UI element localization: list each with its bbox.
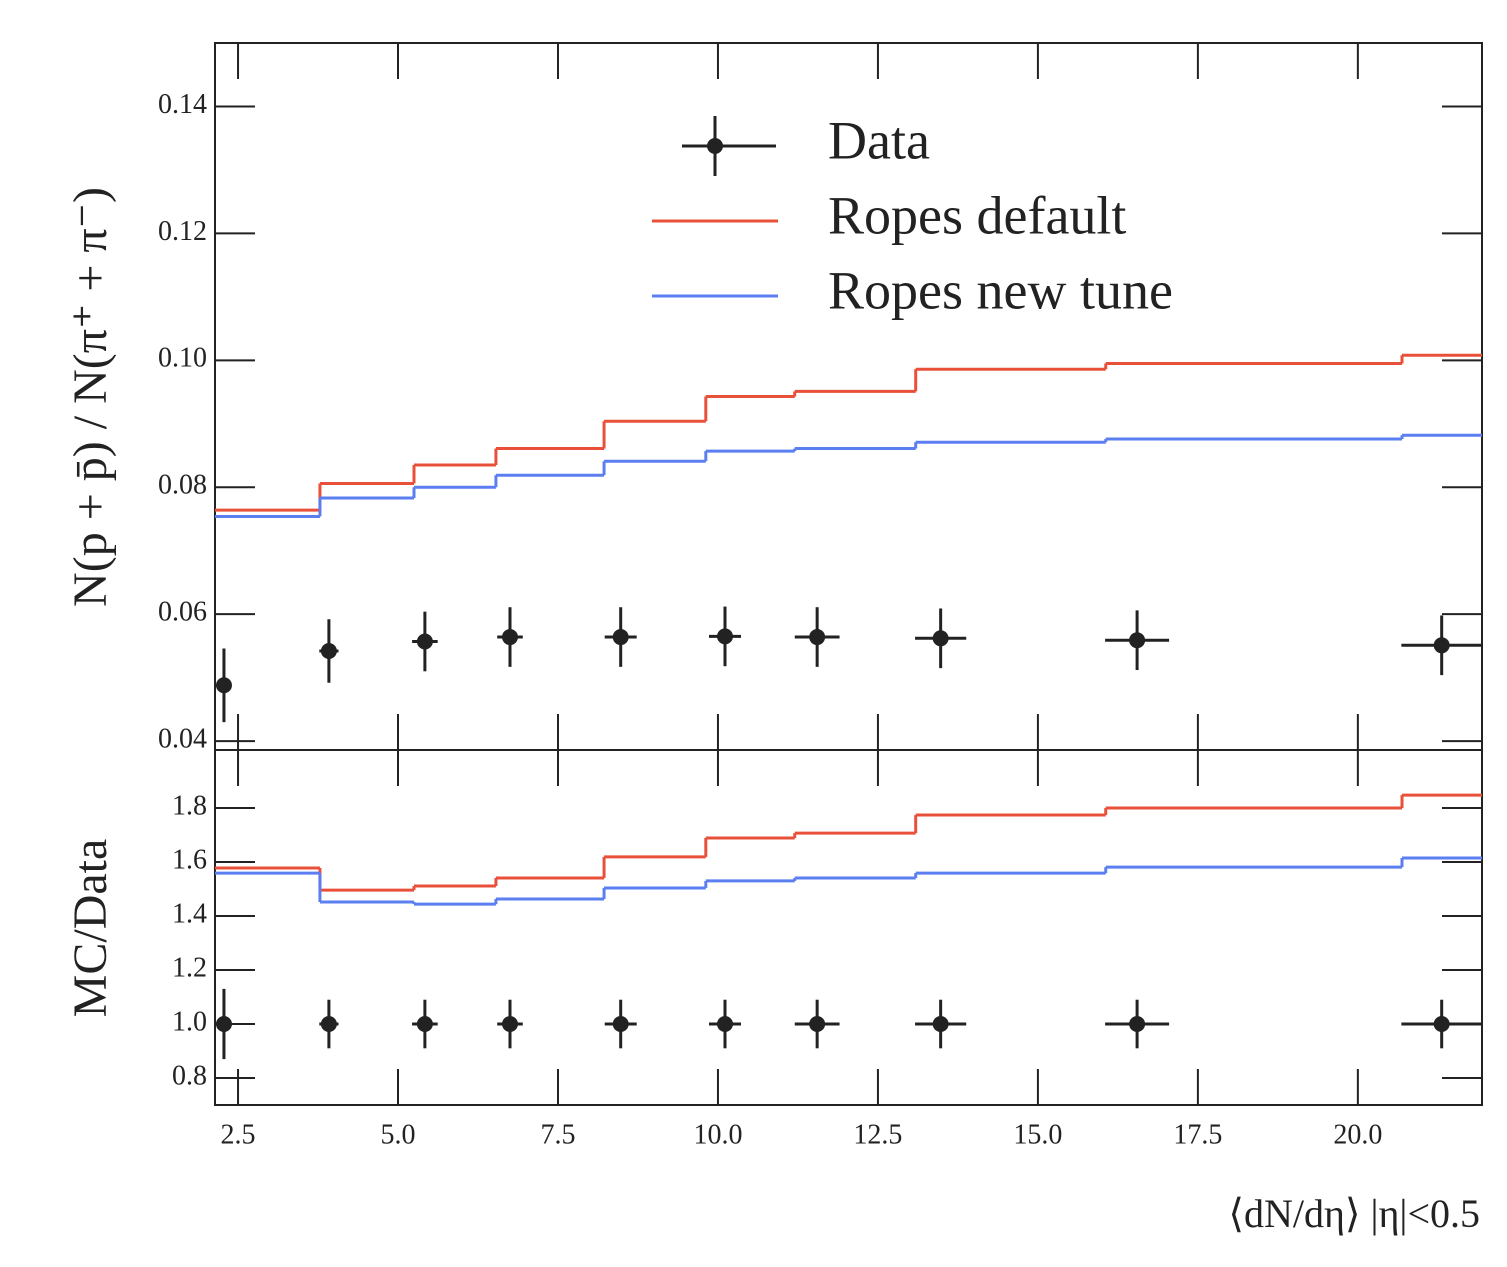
legend-label: Ropes default — [828, 185, 1126, 245]
legend-marker — [707, 138, 723, 154]
y-tick-label: 0.12 — [158, 216, 207, 247]
x-tick-label: 5.0 — [381, 1119, 416, 1150]
data-point — [1129, 632, 1146, 649]
y-tick-label: 1.6 — [172, 844, 207, 875]
legend-label: Ropes new tune — [828, 260, 1173, 320]
y-tick-label: 1.4 — [172, 898, 207, 929]
y-tick-label: 0.10 — [158, 343, 207, 374]
y-tick-label: 0.06 — [158, 597, 207, 628]
data-point — [932, 630, 949, 647]
data-point — [1433, 1016, 1450, 1033]
lower-frame — [214, 749, 1483, 1106]
x-tick-label: 10.0 — [693, 1119, 742, 1150]
x-axis-title: ⟨dN/dη⟩ |η|<0.5 — [1228, 1191, 1480, 1236]
x-tick-label: 7.5 — [540, 1119, 575, 1150]
data-point — [612, 629, 629, 646]
x-tick-label: 20.0 — [1333, 1119, 1382, 1150]
data-point — [932, 1016, 949, 1033]
x-tick-label: 17.5 — [1173, 1119, 1222, 1150]
data-point — [716, 628, 733, 645]
data-point — [501, 1016, 518, 1033]
x-tick-label: 15.0 — [1013, 1119, 1062, 1150]
data-point — [1129, 1016, 1146, 1033]
y-tick-label: 1.2 — [172, 952, 207, 983]
x-tick-label: 12.5 — [853, 1119, 902, 1150]
y-tick-label: 0.8 — [172, 1060, 207, 1091]
data-point — [215, 677, 232, 694]
data-point — [1433, 637, 1450, 654]
y-tick-label: 0.14 — [158, 89, 207, 120]
data-point — [416, 1016, 433, 1033]
y-tick-label: 1.8 — [172, 790, 207, 821]
y-axis-title: N(p + p̄) / N(π⁺ + π⁻) — [64, 187, 117, 607]
data-point — [809, 1016, 826, 1033]
data-point — [716, 1016, 733, 1033]
data-point — [809, 629, 826, 646]
data-point — [320, 642, 337, 659]
data-point — [416, 633, 433, 650]
x-tick-label: 2.5 — [221, 1119, 256, 1150]
data-point — [215, 1016, 232, 1033]
y-tick-label: 1.0 — [172, 1006, 207, 1037]
y-tick-label: 0.08 — [158, 470, 207, 501]
y-axis-title: MC/Data — [64, 839, 117, 1018]
data-point — [612, 1016, 629, 1033]
y-tick-label: 0.04 — [158, 724, 207, 755]
data-point — [320, 1016, 337, 1033]
legend-label: Data — [828, 110, 930, 170]
data-point — [501, 629, 518, 646]
